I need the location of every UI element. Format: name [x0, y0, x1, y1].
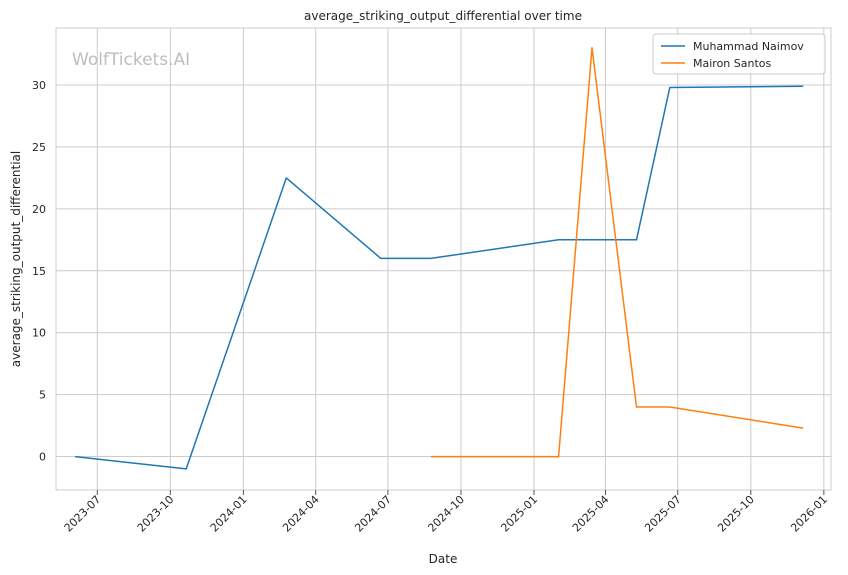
y-tick-label: 20	[32, 203, 46, 216]
x-axis-ticks: 2023-07 2023-10 2024-01 2024-04 2024-07 2024-…	[62, 490, 830, 535]
y-axis-title: average_striking_output_differential	[9, 151, 23, 367]
series-line	[430, 47, 804, 458]
legend-box	[652, 33, 826, 75]
legend-label: Muhammad Naimov	[693, 40, 804, 53]
x-tick-label: 2025-01	[498, 493, 540, 535]
y-tick-label: 15	[32, 265, 46, 278]
series-line	[75, 85, 804, 470]
x-tick-label: 2024-10	[425, 493, 467, 535]
x-axis-title: Date	[429, 552, 458, 566]
watermark: WolfTickets.AI	[72, 50, 190, 70]
series-lines	[75, 47, 804, 470]
legend: Muhammad Naimov Mairon Santos	[652, 33, 826, 75]
y-tick-label: 0	[39, 451, 46, 464]
y-tick-label: 10	[32, 327, 46, 340]
x-tick-label: 2024-04	[280, 493, 322, 535]
x-tick-label: 2026-01	[788, 493, 830, 535]
y-tick-label: 5	[39, 389, 46, 402]
x-tick-label: 2025-07	[642, 493, 684, 535]
grid-lines	[56, 28, 831, 490]
y-tick-label: 25	[32, 141, 46, 154]
x-tick-label: 2025-04	[570, 493, 612, 535]
x-tick-label: 2025-10	[715, 493, 757, 535]
x-tick-label: 2024-01	[208, 493, 250, 535]
legend-label: Mairon Santos	[693, 57, 772, 70]
x-tick-label: 2023-07	[62, 493, 104, 535]
chart-title: average_striking_output_differential ove…	[304, 9, 582, 23]
x-tick-label: 2023-10	[135, 493, 177, 535]
y-axis-ticks: 0 5 10 15 20 25 30	[32, 79, 46, 464]
plot-area	[55, 27, 832, 491]
y-tick-label: 30	[32, 79, 46, 92]
x-tick-label: 2024-07	[352, 493, 394, 535]
